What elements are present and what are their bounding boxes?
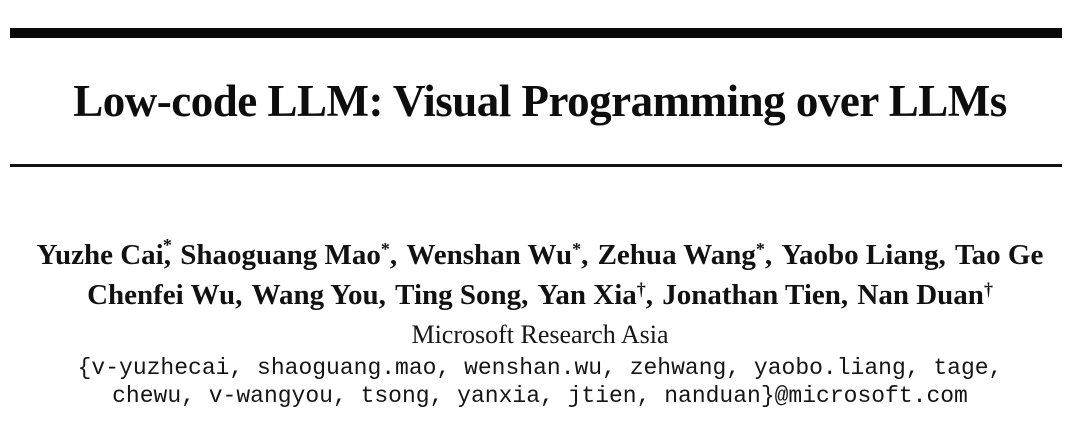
author-mark: * [755, 239, 765, 260]
author: Zehua Wang*, [598, 237, 772, 277]
email-block: {v-yuzhecai, shaoguang.mao, wenshan.wu, … [0, 354, 1080, 410]
paper-title: Low-code LLM: Visual Programming over LL… [73, 76, 1007, 126]
author-block: Yuzhe Cai *, Shaoguang Mao*, Wenshan Wu*, Ze… [0, 235, 1080, 410]
author-mark-stack: *, [163, 235, 172, 274]
author-mark: * [162, 235, 172, 256]
author-separator: , [581, 239, 589, 271]
author: Tao Ge [955, 237, 1043, 277]
author-separator: , [389, 239, 398, 271]
author-separator: , [521, 279, 529, 311]
author: Yan Xia†, [538, 277, 653, 317]
email-line-2: chewu, v-wangyou, tsong, yanxia, jtien, … [112, 383, 968, 409]
author-mark: † [983, 279, 993, 300]
author: Shaoguang Mao*, [180, 237, 397, 277]
author-name: Yaobo Liang [781, 239, 939, 271]
author-separator: , [378, 279, 386, 311]
author-separator: , [840, 279, 849, 311]
author-name: Wang You [251, 279, 379, 311]
author-separator: , [163, 239, 171, 271]
email-line-1: {v-yuzhecai, shaoguang.mao, wenshan.wu, … [77, 355, 1003, 381]
author-name: Wenshan Wu [406, 239, 573, 271]
author-separator: , [235, 279, 243, 311]
author-name: Yan Xia [537, 279, 637, 311]
author: Wang You, [252, 277, 386, 317]
author-separator: , [645, 279, 653, 311]
author: Yaobo Liang, [781, 237, 945, 277]
author-name: Zehua Wang [597, 239, 756, 271]
author-mark: † [636, 279, 646, 300]
title-rule [10, 164, 1062, 167]
affiliation: Microsoft Research Asia [411, 320, 669, 349]
author-line-1: Yuzhe Cai *, Shaoguang Mao*, Wenshan Wu*, Ze… [0, 235, 1080, 277]
author-separator: , [764, 239, 773, 271]
author-name: Nan Duan [857, 279, 984, 311]
author: Nan Duan† [857, 277, 993, 317]
author: Yuzhe Cai *, [36, 235, 172, 274]
top-rule [10, 28, 1062, 38]
author: Ting Song, [395, 277, 528, 317]
author-name: Shaoguang Mao [180, 239, 381, 271]
author-name: Tao Ge [954, 239, 1044, 271]
author-name: Yuzhe Cai [36, 239, 164, 271]
author-line-2: Chenfei Wu, Wang You, Ting Song, Yan Xia†, J… [0, 277, 1080, 317]
author: Chenfei Wu, [87, 277, 242, 317]
author-separator: , [938, 239, 946, 271]
author-name: Chenfei Wu [87, 279, 236, 311]
author-name: Ting Song [395, 279, 522, 311]
author-mark: * [572, 239, 582, 260]
author-mark: * [380, 239, 390, 260]
author-name: Jonathan Tien [662, 279, 841, 311]
author: Wenshan Wu*, [406, 237, 588, 277]
author: Jonathan Tien, [662, 277, 848, 317]
